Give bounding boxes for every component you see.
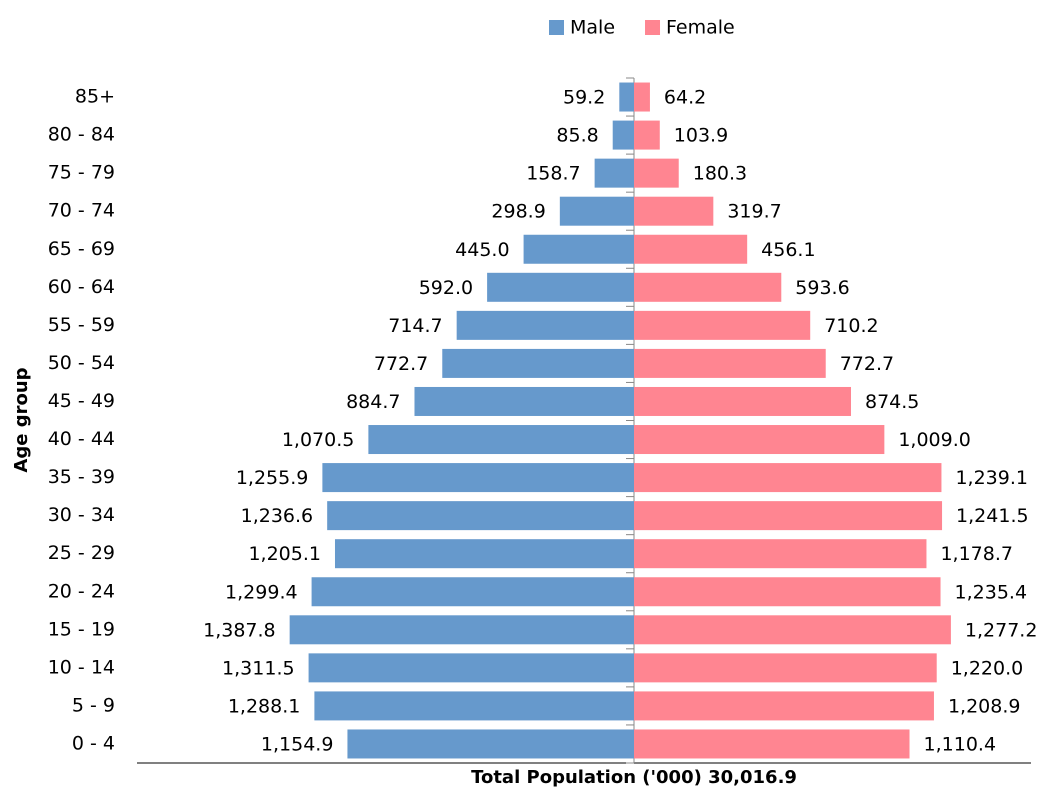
y-tick-label: 85+: [75, 86, 115, 108]
bar: [634, 729, 910, 759]
data-label: 1,178.7: [940, 543, 1013, 565]
data-label: 1,236.6: [241, 505, 314, 527]
bar: [634, 386, 851, 416]
data-label: 1,387.8: [203, 619, 276, 641]
data-label: 710.2: [824, 315, 878, 337]
bar: [314, 691, 634, 721]
data-label: 714.7: [388, 315, 442, 337]
data-label: 1,239.1: [955, 467, 1028, 489]
bar: [634, 120, 660, 150]
data-label: 180.3: [693, 163, 747, 185]
bar: [634, 501, 943, 531]
bar: [634, 82, 650, 112]
bar: [442, 348, 634, 378]
y-tick-label: 10 - 14: [48, 656, 115, 678]
data-label: 59.2: [563, 87, 605, 109]
data-label: 103.9: [674, 125, 728, 147]
data-label: 1,208.9: [948, 695, 1021, 717]
bar: [634, 234, 748, 264]
bar: [523, 234, 634, 264]
bar: [634, 691, 934, 721]
y-tick-label: 75 - 79: [48, 162, 115, 184]
y-tick-label: 15 - 19: [48, 618, 115, 640]
y-tick-label: 35 - 39: [48, 466, 115, 488]
y-axis-title: Age group: [11, 367, 32, 472]
legend-label: Female: [666, 17, 735, 39]
y-tick-label: 55 - 59: [48, 314, 115, 336]
bar: [634, 272, 782, 302]
data-label: 1,241.5: [956, 505, 1029, 527]
data-label: 1,311.5: [222, 657, 295, 679]
y-tick-label: 20 - 24: [48, 580, 115, 602]
bar: [347, 729, 634, 759]
data-label: 1,154.9: [261, 733, 334, 755]
data-label: 319.7: [727, 201, 781, 223]
data-label: 874.5: [865, 391, 919, 413]
bar: [619, 82, 634, 112]
y-tick-label: 65 - 69: [48, 238, 115, 260]
legend-swatch: [645, 20, 661, 35]
bar: [612, 120, 634, 150]
bar: [634, 310, 811, 340]
bar: [634, 196, 714, 226]
bar: [487, 272, 634, 302]
y-tick-label: 50 - 54: [48, 352, 115, 374]
bar: [368, 425, 634, 455]
data-label: 1,255.9: [236, 467, 309, 489]
bar: [634, 463, 942, 493]
data-label: 592.0: [419, 277, 473, 299]
y-tick-label: 25 - 29: [48, 542, 115, 564]
data-label: 1,205.1: [248, 543, 321, 565]
bar: [634, 348, 826, 378]
y-tick-label: 5 - 9: [72, 694, 115, 716]
data-label: 1,009.0: [898, 429, 971, 451]
data-label: 85.8: [556, 125, 598, 147]
data-label: 1,070.5: [282, 429, 355, 451]
data-label: 1,235.4: [955, 581, 1028, 603]
y-tick-label: 60 - 64: [48, 276, 115, 298]
bar: [634, 615, 951, 645]
data-label: 1,110.4: [924, 733, 997, 755]
data-label: 884.7: [346, 391, 400, 413]
bar: [289, 615, 634, 645]
bar: [456, 310, 634, 340]
y-tick-label: 0 - 4: [72, 732, 115, 754]
data-label: 1,299.4: [225, 581, 298, 603]
bar: [334, 539, 634, 569]
y-tick-label: 80 - 84: [48, 124, 115, 146]
y-tick-label: 70 - 74: [48, 200, 115, 222]
data-label: 1,220.0: [951, 657, 1024, 679]
y-tick-label: 45 - 49: [48, 390, 115, 412]
bar: [634, 425, 885, 455]
data-label: 1,288.1: [228, 695, 301, 717]
bar: [322, 463, 634, 493]
legend-swatch: [549, 20, 564, 35]
data-label: 1,277.2: [965, 619, 1038, 641]
data-label: 64.2: [664, 87, 706, 109]
bar: [634, 539, 927, 569]
bar: [559, 196, 634, 226]
x-axis-title: Total Population ('000) 30,016.9: [471, 767, 797, 788]
y-tick-label: 40 - 44: [48, 428, 115, 450]
legend-label: Male: [570, 17, 615, 39]
data-label: 772.7: [374, 353, 428, 375]
bar: [311, 577, 634, 607]
bar: [634, 158, 679, 188]
data-label: 593.6: [795, 277, 849, 299]
data-label: 445.0: [455, 239, 509, 261]
data-label: 158.7: [526, 163, 580, 185]
bar: [308, 653, 634, 683]
bar: [414, 386, 634, 416]
y-tick-label: 30 - 34: [48, 504, 115, 526]
data-label: 456.1: [761, 239, 815, 261]
bar: [594, 158, 634, 188]
bar: [634, 653, 937, 683]
data-label: 772.7: [840, 353, 894, 375]
bar: [327, 501, 634, 531]
data-label: 298.9: [491, 201, 545, 223]
bar: [634, 577, 941, 607]
